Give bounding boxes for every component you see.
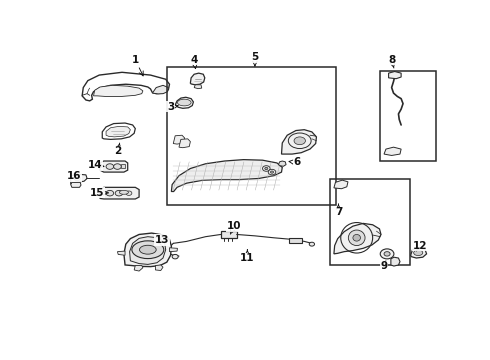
Circle shape [270, 171, 273, 173]
Text: 6: 6 [289, 157, 300, 167]
Bar [289, 238, 302, 243]
Ellipse shape [140, 245, 156, 254]
Text: 2: 2 [115, 143, 122, 156]
Circle shape [391, 72, 398, 78]
Polygon shape [391, 257, 400, 266]
Bar [167, 67, 336, 205]
Polygon shape [106, 126, 130, 137]
Bar [330, 179, 410, 265]
Text: 14: 14 [88, 160, 104, 170]
Ellipse shape [294, 137, 305, 145]
Text: 11: 11 [240, 250, 255, 263]
Polygon shape [71, 174, 87, 184]
Ellipse shape [353, 234, 361, 241]
Polygon shape [94, 85, 143, 96]
Text: 12: 12 [413, 240, 427, 251]
Polygon shape [71, 183, 81, 187]
Ellipse shape [132, 241, 164, 258]
Polygon shape [170, 248, 177, 252]
Text: 15: 15 [90, 188, 108, 198]
Polygon shape [334, 223, 381, 254]
Ellipse shape [120, 190, 128, 194]
Polygon shape [175, 97, 194, 108]
Text: 5: 5 [251, 52, 259, 66]
Polygon shape [389, 72, 401, 79]
Text: 13: 13 [155, 234, 169, 245]
Text: 1: 1 [132, 55, 143, 76]
Circle shape [268, 169, 276, 175]
Ellipse shape [414, 250, 423, 256]
Polygon shape [134, 266, 143, 271]
Polygon shape [384, 147, 401, 156]
Polygon shape [334, 180, 348, 189]
Polygon shape [281, 130, 317, 154]
Circle shape [380, 249, 394, 259]
Circle shape [309, 242, 315, 246]
Text: 16: 16 [67, 171, 81, 181]
Polygon shape [172, 159, 282, 192]
Polygon shape [194, 85, 202, 89]
Circle shape [265, 167, 268, 170]
Bar [220, 231, 237, 238]
Circle shape [263, 166, 270, 171]
Circle shape [172, 255, 178, 259]
Polygon shape [129, 237, 166, 264]
Circle shape [384, 252, 390, 256]
Circle shape [115, 190, 123, 196]
Text: 4: 4 [191, 55, 198, 69]
Polygon shape [124, 233, 172, 267]
Polygon shape [190, 73, 205, 85]
Circle shape [106, 190, 114, 196]
Polygon shape [118, 251, 125, 255]
Circle shape [106, 164, 114, 169]
Polygon shape [173, 135, 185, 144]
Polygon shape [100, 161, 128, 172]
Polygon shape [152, 85, 169, 94]
Ellipse shape [348, 230, 365, 246]
Polygon shape [411, 248, 427, 258]
Text: 3: 3 [167, 102, 178, 112]
Circle shape [74, 176, 80, 181]
Text: 8: 8 [388, 55, 395, 68]
Text: 10: 10 [227, 221, 241, 234]
Polygon shape [278, 161, 286, 166]
Polygon shape [155, 265, 163, 270]
Ellipse shape [177, 99, 191, 106]
Bar [380, 71, 437, 161]
Text: 7: 7 [335, 204, 342, 217]
Polygon shape [100, 187, 139, 199]
Polygon shape [179, 139, 190, 148]
Circle shape [114, 164, 121, 169]
Circle shape [126, 191, 132, 195]
Text: 9: 9 [380, 261, 388, 271]
Bar [121, 164, 125, 168]
